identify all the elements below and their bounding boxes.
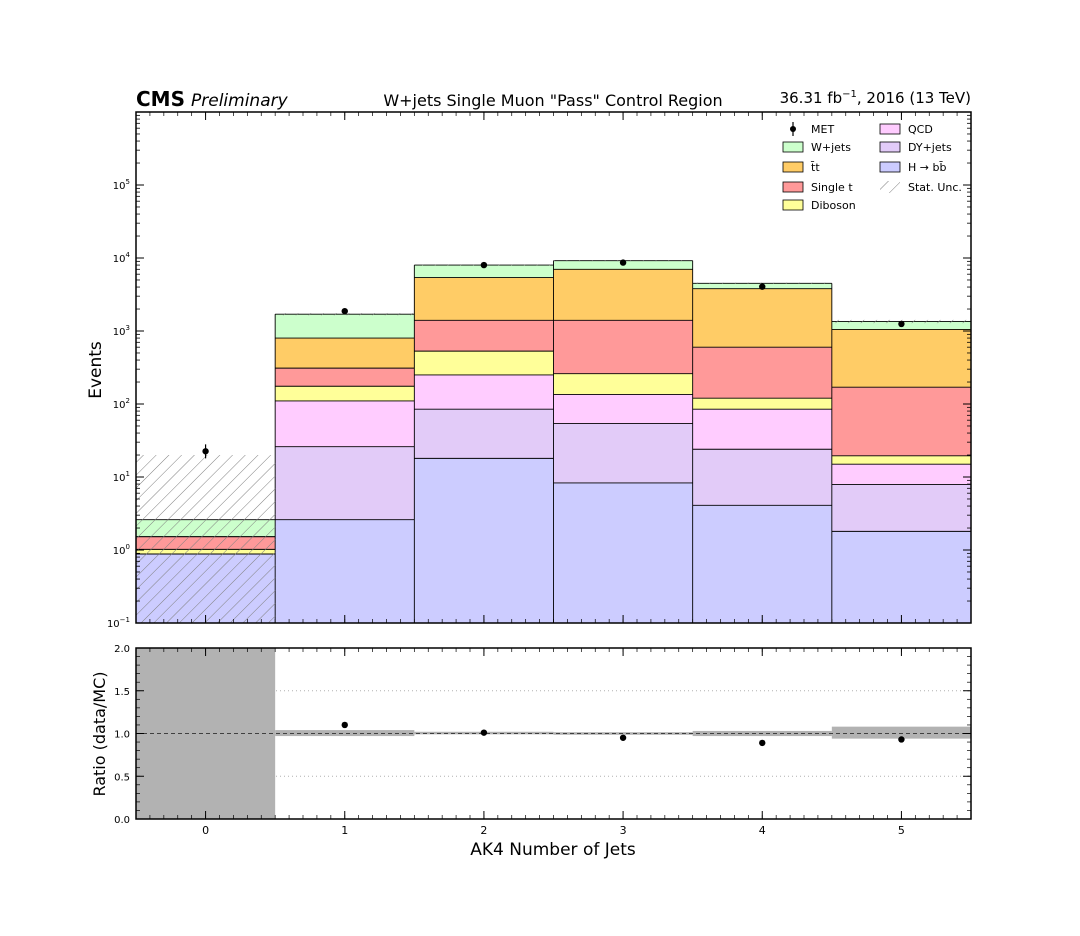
preliminary-label: Preliminary [191, 91, 289, 111]
ratio-unc-band [831, 726, 971, 739]
ratio-point [619, 734, 627, 741]
ratio-point [759, 739, 766, 747]
ratio-y-tick-label: 1.5 [114, 687, 130, 698]
x-tick-label: 4 [759, 824, 766, 837]
ratio-plot-area [136, 648, 971, 819]
legend-swatch [879, 161, 901, 173]
lumi-label: 36.31 fb−1, 2016 (13 TeV) [780, 89, 971, 107]
y-tick-label: 100 [113, 543, 130, 557]
lumi-suffix: , 2016 (13 TeV) [857, 89, 971, 107]
y-axis-label: Events [86, 341, 106, 399]
data-point [898, 320, 905, 328]
ratio-unc-band [275, 730, 415, 737]
ratio-y-tick-label: 1.0 [114, 730, 130, 741]
stack-bar-h-bb- [414, 458, 554, 623]
lumi-value: 36.31 fb [780, 89, 843, 107]
main-panel: 10−1 100 101 102 103 104 105 Events [86, 111, 972, 630]
y-tick-label: 105 [113, 178, 130, 192]
legend-label: Single t [811, 181, 853, 194]
ratio-y-tick-label: 0.5 [114, 772, 130, 783]
legend-swatch [782, 199, 804, 211]
chart-title: W+jets Single Muon "Pass" Control Region [383, 91, 722, 110]
x-tick-label: 5 [898, 824, 905, 837]
data-point [619, 259, 627, 266]
stack-bar-h-bb- [831, 531, 971, 623]
stat-unc-band [692, 282, 832, 285]
y-tick-label: 10−1 [107, 616, 130, 630]
y-tick-label: 101 [113, 470, 130, 484]
legend-label: QCD [908, 123, 933, 136]
data-point [202, 448, 209, 455]
ratio-unc-band [136, 648, 276, 819]
legend-label: t̄t [810, 161, 820, 174]
ratio-y-axis-label: Ratio (data/MC) [90, 671, 109, 796]
ratio-point [898, 736, 905, 743]
x-tick-label: 2 [480, 824, 487, 837]
x-axis-label: AK4 Number of Jets [470, 840, 636, 860]
legend-swatch [782, 161, 804, 173]
legend-swatch [782, 141, 804, 153]
legend-label: Diboson [811, 199, 856, 212]
x-tick-label: 0 [202, 824, 209, 837]
main-plot-area [136, 259, 971, 623]
legend: MET W+jets t̄t Single t Diboson QCD DY+jets H →… [782, 122, 962, 212]
legend-swatch [782, 181, 804, 193]
ratio-point [341, 721, 348, 729]
y-tick-label: 102 [113, 397, 130, 411]
x-tick-label: 3 [620, 824, 627, 837]
cms-label: CMS [136, 87, 185, 111]
data-point [480, 261, 488, 269]
legend-swatch [879, 123, 901, 135]
ratio-y-tick-label: 0.0 [114, 815, 130, 826]
legend-swatch [879, 141, 901, 153]
ratio-unc-band [553, 732, 693, 735]
x-tick-label: 1 [341, 824, 348, 837]
legend-label: W+jets [811, 141, 851, 154]
main-axis-ticks: 10−1 100 101 102 103 104 105 [107, 112, 972, 630]
legend-label: DY+jets [908, 141, 952, 154]
main-panel-frame [135, 111, 972, 624]
legend-label: MET [811, 123, 834, 136]
data-point [759, 283, 766, 290]
ratio-y-tick-label: 2.0 [114, 644, 130, 655]
ratio-point [480, 729, 488, 736]
legend-label: Stat. Unc. [908, 181, 962, 194]
legend-data-marker [790, 126, 796, 132]
y-tick-label: 104 [113, 251, 131, 265]
stat-unc-band [136, 455, 276, 623]
ratio-panel: 0.0 0.5 1.0 1.5 2.0 0 1 2 3 4 5 Ratio (data/MC) AK… [90, 644, 972, 860]
ratio-panel-frame [135, 647, 972, 820]
y-tick-label: 103 [113, 324, 130, 338]
lumi-exponent: −1 [842, 89, 857, 100]
data-point [341, 307, 348, 315]
legend-label: H → bb̄ [908, 161, 946, 174]
legend-hatch-swatch [880, 181, 900, 193]
stack-bar-h-bb- [553, 482, 693, 623]
stack-bar-h-bb- [692, 505, 832, 623]
stack-bar-h-bb- [275, 519, 415, 623]
